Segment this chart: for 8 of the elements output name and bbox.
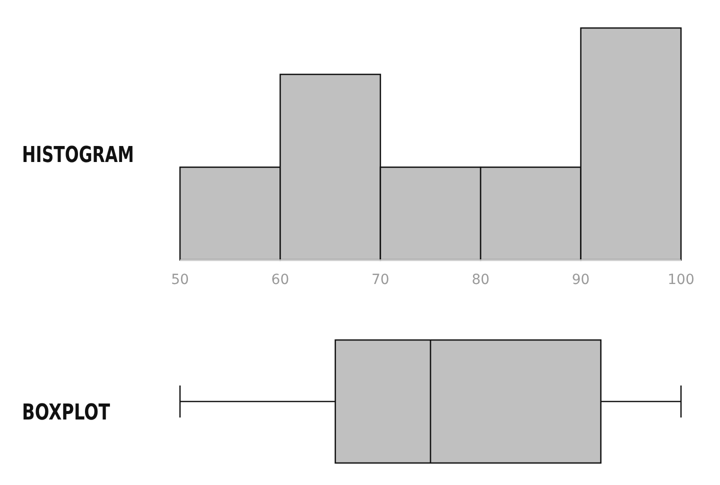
text: HISTOGRAM — [22, 143, 158, 168]
x-tick-label: 80 — [472, 272, 490, 288]
x-tick-label: 90 — [572, 272, 590, 288]
x-tick-label: 100 — [668, 272, 694, 288]
x-tick-label: 70 — [371, 272, 390, 288]
x-tick-label: 50 — [171, 272, 189, 288]
text: BOXPLOT — [22, 400, 126, 426]
x-tick-label: 60 — [271, 272, 290, 288]
